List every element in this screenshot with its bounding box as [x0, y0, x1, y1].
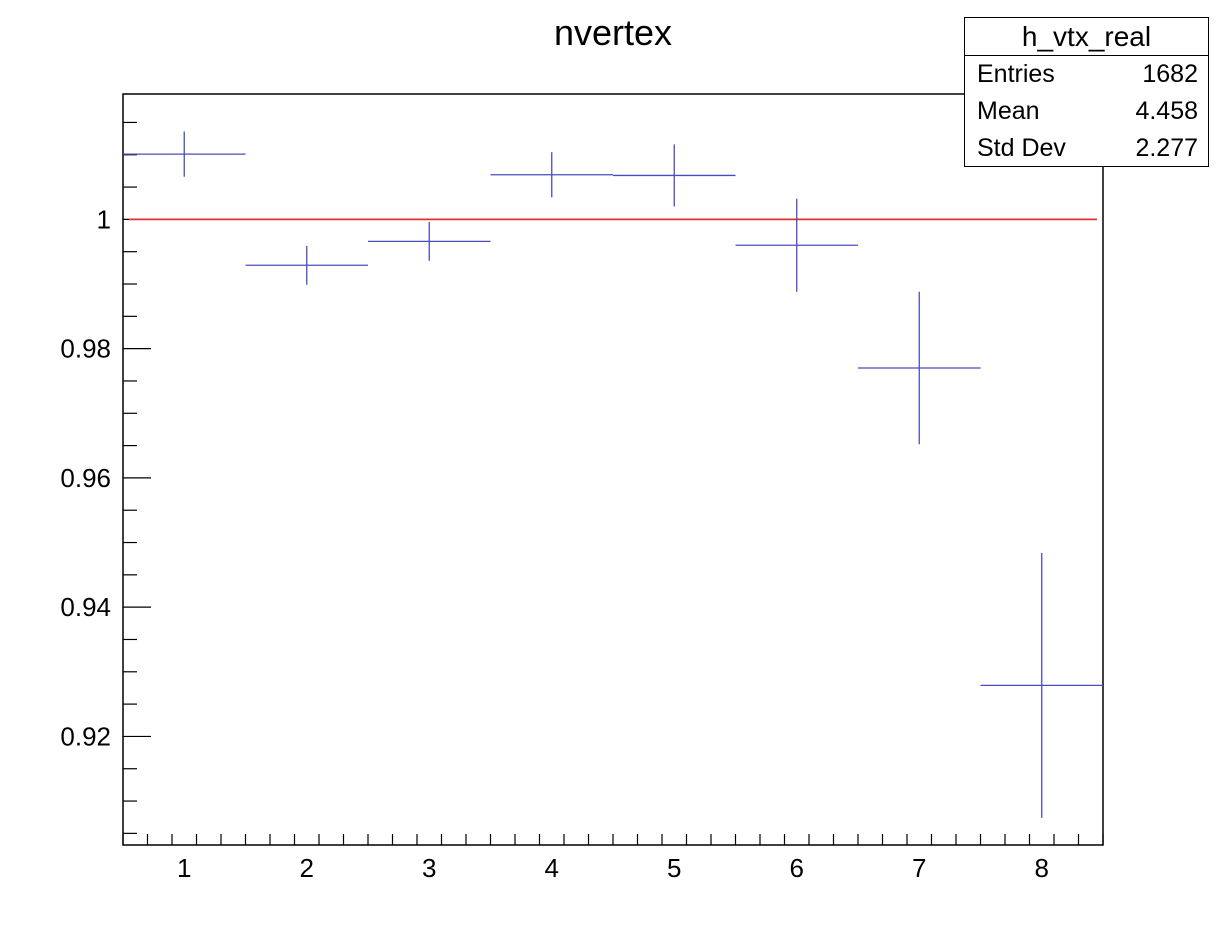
plot-area: 1 2 3 4 5 6 7 8 0.92 0.94 0.96 0.98 1 [60, 93, 1104, 883]
stats-key: Entries [977, 60, 1055, 88]
chart-title: nvertex [554, 12, 672, 53]
x-tick-label: 3 [422, 853, 436, 883]
stats-value: 2.277 [1135, 134, 1198, 162]
x-tick-label: 4 [545, 853, 559, 883]
y-tick-label: 1 [97, 204, 111, 234]
stats-value: 1682 [1142, 60, 1198, 88]
x-tick-label: 1 [177, 853, 191, 883]
x-tick-label: 6 [790, 853, 804, 883]
x-tick-label: 7 [912, 853, 926, 883]
stats-box: h_vtx_real Entries 1682 Mean 4.458 Std D… [964, 17, 1209, 167]
y-tick-label: 0.94 [60, 592, 111, 622]
stats-key: Std Dev [977, 134, 1066, 162]
stats-key: Mean [977, 97, 1040, 125]
stats-title: h_vtx_real [965, 18, 1208, 56]
x-tick-label: 8 [1035, 853, 1049, 883]
stats-row-mean: Mean 4.458 [965, 93, 1208, 130]
stats-row-std-dev: Std Dev 2.277 [965, 130, 1208, 167]
plot-frame [122, 93, 1104, 846]
stats-row-entries: Entries 1682 [965, 56, 1208, 93]
x-tick-label: 5 [667, 853, 681, 883]
x-tick-label: 2 [300, 853, 314, 883]
y-tick-label: 0.92 [60, 721, 111, 751]
y-tick-label: 0.98 [60, 334, 111, 364]
stats-value: 4.458 [1135, 97, 1198, 125]
y-tick-label: 0.96 [60, 463, 111, 493]
